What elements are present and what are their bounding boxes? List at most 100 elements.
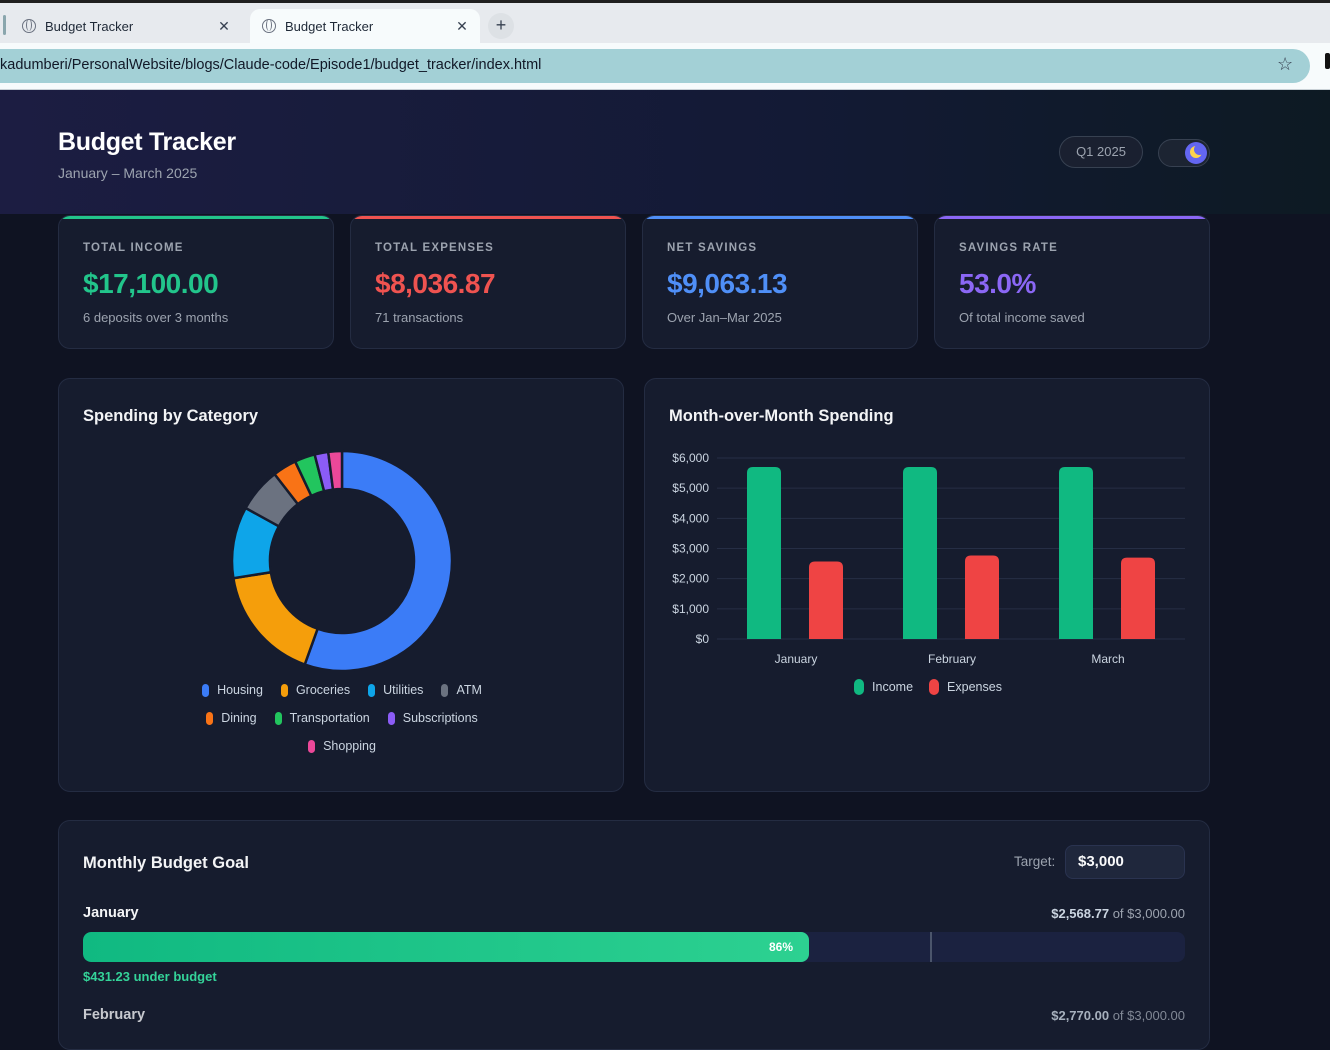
x-tick-label: March: [1091, 652, 1124, 666]
page-title: Budget Tracker: [58, 128, 236, 156]
legend-label: Shopping: [323, 739, 376, 753]
legend-swatch: [280, 683, 288, 697]
period-selector[interactable]: Q1 2025: [1059, 136, 1143, 168]
legend-swatch: [929, 679, 940, 695]
month-amount-january: $2,568.77 of $3,000.00: [1051, 906, 1185, 921]
legend-item-expenses[interactable]: Expenses: [929, 679, 1002, 695]
legend-item-subscriptions[interactable]: Subscriptions: [387, 711, 478, 725]
card-accent: [59, 216, 333, 219]
january-progress-bar: 86%: [83, 932, 1185, 962]
month-chart-title: Month-over-Month Spending: [669, 407, 894, 425]
tab-bar: Budget Tracker ✕ Budget Tracker ✕ +: [0, 3, 1330, 43]
address-bar: kadumberi/PersonalWebsite/blogs/Claude-c…: [0, 43, 1330, 89]
legend-label: Transportation: [289, 711, 370, 725]
legend-label: Groceries: [295, 683, 351, 697]
card-value: 53.0%: [959, 268, 1036, 299]
x-tick-label: January: [775, 652, 818, 666]
month-panel: Month-over-Month Spending $0 $1,000 $2,000…: [644, 378, 1210, 792]
y-tick-label: $4,000: [672, 511, 709, 525]
x-tick-label: February: [928, 652, 976, 666]
total-expenses-card: TOTAL EXPENSES $8,036.87 71 transactions: [350, 215, 626, 349]
legend-swatch: [387, 711, 395, 725]
globe-icon: [22, 19, 36, 33]
legend-swatch: [441, 683, 449, 697]
y-tick-label: $1,000: [672, 602, 709, 616]
browser-tab-2[interactable]: Budget Tracker ✕: [250, 9, 480, 43]
of-target-text: of $3,000.00: [1112, 1008, 1185, 1023]
donut-slice-shopping[interactable]: [326, 449, 344, 491]
donut-slice-housing[interactable]: [303, 449, 454, 673]
close-icon[interactable]: ✕: [456, 17, 468, 34]
legend-label: ATM: [456, 683, 482, 697]
y-tick-label: $3,000: [672, 542, 709, 556]
budget-goal-panel: Monthly Budget Goal Target: $3,000 Janua…: [58, 820, 1210, 1050]
bar-income-january[interactable]: [747, 467, 781, 639]
legend-swatch: [274, 711, 282, 725]
y-tick-label: $6,000: [672, 451, 709, 465]
legend-item-income[interactable]: Income: [854, 679, 913, 695]
category-panel: Spending by Category Housing Groceries Uti…: [58, 378, 624, 792]
legend-label: Housing: [217, 683, 263, 697]
chrome-divider: [0, 89, 1330, 90]
legend-swatch: [854, 679, 865, 695]
star-icon[interactable]: ☆: [1277, 54, 1294, 74]
month-name-february: February: [83, 1007, 146, 1023]
legend-item-atm[interactable]: ATM: [441, 683, 482, 697]
category-chart-title: Spending by Category: [83, 407, 259, 425]
legend-label: Dining: [221, 711, 257, 725]
legend-swatch: [202, 683, 210, 697]
net-savings-card: NET SAVINGS $9,063.13 Over Jan–Mar 2025: [642, 215, 918, 349]
category-legend: Housing Groceries Utilities ATM Dining Transp…: [59, 683, 625, 773]
progress-percent: 86%: [769, 940, 794, 954]
card-subtext: 71 transactions: [375, 310, 464, 325]
spent-amount: $2,770.00: [1051, 1008, 1110, 1023]
card-label: TOTAL INCOME: [83, 242, 184, 254]
legend-item-utilities[interactable]: Utilities: [368, 683, 423, 697]
bar-income-february[interactable]: [903, 467, 937, 639]
page-header: Budget Tracker January – March 2025 Q1 2…: [0, 90, 1330, 214]
url-text: kadumberi/PersonalWebsite/blogs/Claude-c…: [0, 57, 542, 73]
url-field[interactable]: kadumberi/PersonalWebsite/blogs/Claude-c…: [0, 49, 1310, 83]
close-icon[interactable]: ✕: [218, 17, 230, 34]
legend-item-shopping[interactable]: Shopping: [308, 739, 376, 753]
legend-label: Income: [872, 680, 914, 694]
legend-item-housing[interactable]: Housing: [202, 683, 263, 697]
bar-expenses-january[interactable]: [809, 561, 843, 639]
donut-slice-groceries[interactable]: [231, 570, 320, 667]
browser-tab-title: Budget Tracker: [45, 18, 134, 34]
legend-swatch: [206, 711, 214, 725]
savings-rate-card: SAVINGS RATE 53.0% Of total income saved: [934, 215, 1210, 349]
legend-item-transportation[interactable]: Transportation: [274, 711, 370, 725]
target-input[interactable]: $3,000: [1065, 845, 1185, 879]
card-accent: [935, 216, 1209, 219]
legend-item-groceries[interactable]: Groceries: [280, 683, 351, 697]
category-donut-chart: [230, 449, 454, 673]
moon-icon: [1185, 142, 1207, 164]
menu-icon[interactable]: [1325, 53, 1330, 69]
month-bar-chart: $0 $1,000 $2,000 $3,000 $4,000 $5,000 $6,000 Ja…: [672, 451, 1185, 666]
window-top-edge: [0, 0, 1330, 3]
bar-income-march[interactable]: [1059, 467, 1093, 639]
legend-swatch: [368, 683, 376, 697]
new-tab-button[interactable]: +: [488, 13, 514, 39]
card-value: $9,063.13: [667, 268, 788, 299]
browser-tab-1[interactable]: Budget Tracker ✕: [10, 9, 242, 43]
card-label: NET SAVINGS: [667, 242, 758, 254]
legend-swatch: [308, 739, 316, 753]
month-name-january: January: [83, 905, 139, 921]
month-amount-february: $2,770.00 of $3,000.00: [1051, 1008, 1185, 1023]
card-accent: [643, 216, 917, 219]
january-budget-status: $431.23 under budget: [83, 969, 217, 984]
bar-expenses-march[interactable]: [1121, 557, 1155, 639]
y-tick-label: $5,000: [672, 481, 709, 495]
month-legend: Income Expenses: [645, 679, 1211, 703]
of-target-text: of $3,000.00: [1112, 906, 1185, 921]
bar-expenses-february[interactable]: [965, 555, 999, 639]
theme-toggle[interactable]: [1158, 139, 1210, 167]
card-subtext: Of total income saved: [959, 310, 1085, 325]
legend-item-dining[interactable]: Dining: [206, 711, 257, 725]
progress-fill: [83, 932, 809, 962]
y-tick-label: $0: [696, 632, 710, 646]
legend-label: Expenses: [947, 680, 1002, 694]
tab-group-indicator: [3, 15, 6, 35]
